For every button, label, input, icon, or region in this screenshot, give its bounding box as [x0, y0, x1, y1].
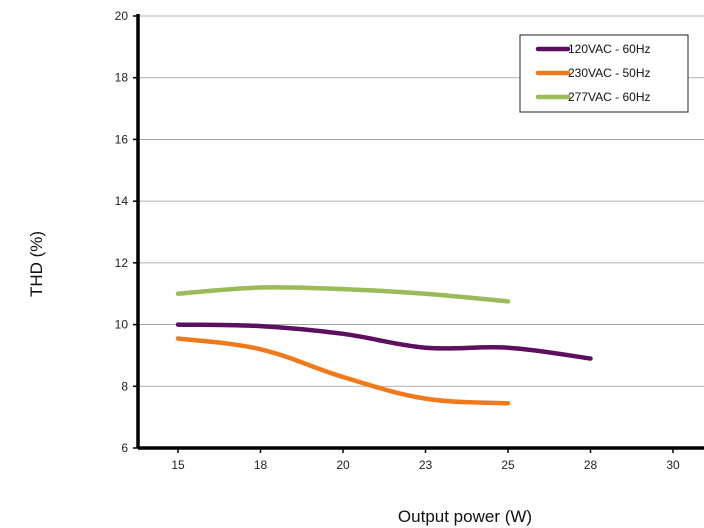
y-tick-label: 10 — [115, 318, 129, 332]
y-tick-label: 12 — [115, 256, 129, 270]
x-axis-title: Output power (W) — [398, 507, 532, 526]
x-tick-label: 25 — [501, 458, 515, 472]
x-tick-label: 30 — [666, 458, 680, 472]
series-line — [175, 322, 593, 361]
legend: 120VAC - 60Hz 230VAC - 50Hz 277VAC - 60Hz — [519, 34, 689, 113]
y-tick-label: 6 — [121, 441, 128, 455]
y-tick-label: 20 — [115, 9, 129, 23]
y-tick-label: 14 — [115, 194, 129, 208]
legend-label: 230VAC - 50Hz — [568, 66, 650, 80]
y-tick-label: 8 — [121, 379, 128, 393]
x-tick-label: 18 — [254, 458, 268, 472]
series-line — [175, 285, 511, 304]
legend-label: 120VAC - 60Hz — [568, 42, 650, 56]
axes — [133, 14, 704, 453]
y-axis-title: THD (%) — [27, 231, 46, 297]
x-tick-label: 20 — [336, 458, 350, 472]
x-tick-label: 15 — [171, 458, 185, 472]
series-layer — [175, 285, 593, 406]
x-tick-label: 28 — [584, 458, 598, 472]
tick-labels: 6 8 10 12 14 16 18 20 15 18 20 23 25 28 30 — [115, 9, 680, 472]
y-tick-label: 18 — [115, 71, 129, 85]
x-tick-label: 23 — [419, 458, 433, 472]
legend-label: 277VAC - 60Hz — [568, 90, 650, 104]
series-line — [175, 336, 511, 406]
y-tick-label: 16 — [115, 132, 129, 146]
